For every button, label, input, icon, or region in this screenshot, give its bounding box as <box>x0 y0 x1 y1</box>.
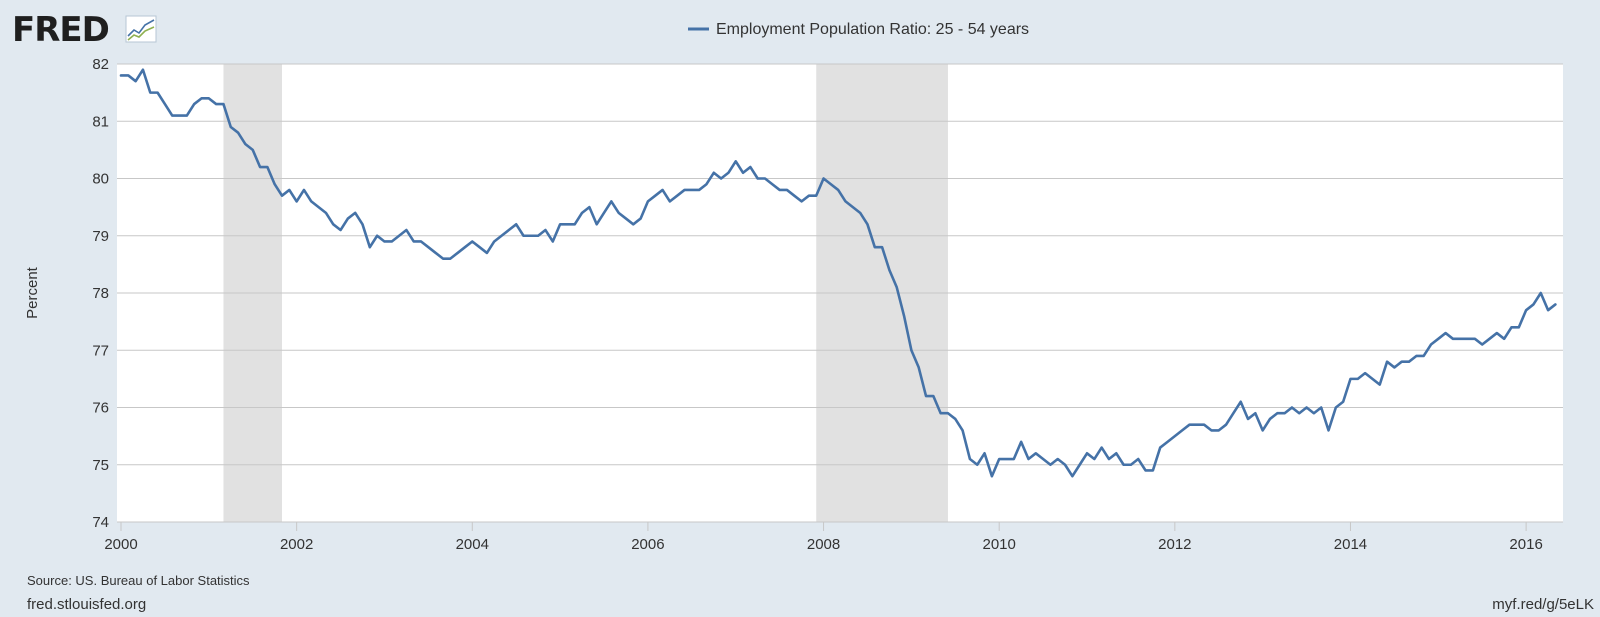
series-layer <box>119 68 1557 478</box>
fred-logo-graph-icon <box>125 15 157 43</box>
site-link[interactable]: fred.stlouisfed.org <box>27 596 146 613</box>
x-tick-label-2010: 2010 <box>983 536 1016 553</box>
y-axis-title: Percent <box>24 266 41 319</box>
source-note: Source: US. Bureau of Labor Statistics <box>27 573 250 588</box>
x-tick-label-2004: 2004 <box>456 536 489 553</box>
series-line-1[interactable] <box>119 68 1557 478</box>
fred-logo-text: FRED <box>12 10 109 50</box>
x-tick-label-2008: 2008 <box>807 536 840 553</box>
legend[interactable]: Employment Population Ratio: 25 - 54 yea… <box>688 21 1029 38</box>
x-tick-label-2016: 2016 <box>1509 536 1542 553</box>
x-tick-label-2012: 2012 <box>1158 536 1191 553</box>
y-tick-label-75: 75 <box>92 457 109 474</box>
y-tick-label-81: 81 <box>92 113 109 130</box>
y-tick-label-82: 82 <box>92 56 109 73</box>
y-tick-label-79: 79 <box>92 228 109 245</box>
x-tick-label-2000: 2000 <box>104 536 137 553</box>
x-axis-ticks: 2000 2002 2004 2006 2008 2010 2012 2014 2016 <box>104 522 1543 553</box>
y-tick-label-77: 77 <box>92 342 109 359</box>
y-tick-label-80: 80 <box>92 171 109 188</box>
legend-label: Employment Population Ratio: 25 - 54 yea… <box>716 21 1029 38</box>
fred-logo[interactable]: FRED <box>12 10 157 50</box>
y-tick-label-78: 78 <box>92 285 109 302</box>
x-tick-label-2014: 2014 <box>1334 536 1367 553</box>
y-tick-label-76: 76 <box>92 400 109 417</box>
y-tick-label-74: 74 <box>92 514 109 531</box>
x-tick-label-2006: 2006 <box>631 536 664 553</box>
x-tick-label-2002: 2002 <box>280 536 313 553</box>
short-link[interactable]: myf.red/g/5eLK <box>1492 596 1594 613</box>
y-axis-ticks: 74 75 76 77 78 79 80 81 82 <box>92 56 109 531</box>
